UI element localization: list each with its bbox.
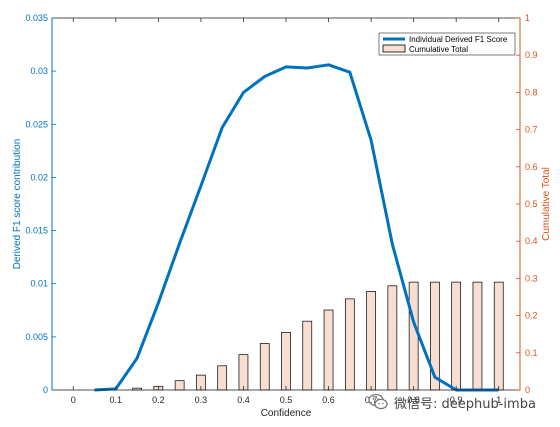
bar-4 bbox=[217, 365, 228, 391]
right-y-tick-label: 0.2 bbox=[525, 311, 538, 321]
legend-swatch-bar bbox=[382, 44, 406, 53]
right-y-tick-label: 0 bbox=[525, 385, 530, 395]
right-y-axis-label: Cumulative Total bbox=[541, 167, 552, 241]
right-y-tick-label: 1 bbox=[525, 13, 530, 23]
legend-entry-cumulative-total: Cumulative Total bbox=[409, 45, 468, 54]
bar-15 bbox=[451, 281, 462, 391]
x-tick-label: 0.7 bbox=[365, 395, 378, 405]
left-y-tick-label: 0.02 bbox=[30, 172, 48, 182]
bar-12 bbox=[387, 285, 398, 391]
left-y-tick-label: 0.005 bbox=[25, 332, 48, 342]
bar-16 bbox=[472, 281, 483, 391]
bar-2 bbox=[174, 380, 185, 391]
left-y-tick-label: 0.01 bbox=[30, 279, 48, 289]
x-tick-label: 0.2 bbox=[152, 395, 165, 405]
left-y-tick-label: 0.015 bbox=[25, 226, 48, 236]
wechat-icon bbox=[368, 393, 388, 410]
right-y-tick-label: 0.5 bbox=[525, 199, 538, 209]
right-y-tick-label: 0.1 bbox=[525, 348, 538, 358]
bar-10 bbox=[344, 298, 355, 391]
left-y-axis-label: Derived F1 score contribution bbox=[12, 139, 23, 270]
legend: Individual Derived F1 Score Cumulative T… bbox=[378, 32, 516, 56]
x-tick-label: 0.4 bbox=[237, 395, 250, 405]
right-y-tick-label: 0.3 bbox=[525, 273, 538, 283]
x-tick-label: 0.5 bbox=[280, 395, 293, 405]
left-y-tick-label: 0 bbox=[43, 385, 48, 395]
x-tick-label: 0.3 bbox=[195, 395, 208, 405]
x-axis: 0 0.1 0.2 0.3 0.4 0.5 0.6 0.7 0.8 0.9 1 bbox=[71, 18, 501, 405]
bar-6 bbox=[259, 343, 270, 391]
left-y-tick-label: 0.03 bbox=[30, 66, 48, 76]
watermark: 微信号: deephub-imba bbox=[368, 391, 536, 413]
right-y-tick-label: 0.6 bbox=[525, 162, 538, 172]
bar-8 bbox=[302, 320, 313, 391]
right-y-tick-label: 0.7 bbox=[525, 125, 538, 135]
line-series-individual-f1 bbox=[94, 63, 499, 392]
bar-5 bbox=[238, 354, 249, 391]
x-tick-label: 0.6 bbox=[322, 395, 335, 405]
watermark-text: 微信号: deephub-imba bbox=[394, 396, 536, 412]
bar-9 bbox=[323, 309, 334, 391]
left-y-tick-label: 0.035 bbox=[25, 13, 48, 23]
right-y-tick-label: 0.8 bbox=[525, 87, 538, 97]
bar-7 bbox=[281, 331, 291, 391]
x-tick-label: 0.8 bbox=[407, 395, 420, 405]
right-y-tick-label: 0.9 bbox=[525, 50, 538, 60]
bar-13 bbox=[408, 281, 419, 391]
x-axis-label: Confidence bbox=[261, 408, 312, 419]
left-y-axis: 0 0.005 0.01 0.015 0.02 0.025 0.03 0.035 bbox=[25, 13, 56, 395]
x-tick-label: 0 bbox=[71, 395, 76, 405]
bar-11 bbox=[366, 291, 376, 391]
right-y-tick-label: 0.4 bbox=[525, 236, 538, 246]
left-y-tick-label: 0.025 bbox=[25, 119, 48, 129]
legend-box bbox=[378, 32, 516, 56]
legend-entry-individual-f1: Individual Derived F1 Score bbox=[409, 35, 508, 44]
right-y-axis: 0 0.1 0.2 0.3 0.4 0.5 0.6 0.7 0.8 0.9 1 bbox=[516, 13, 538, 395]
x-tick-label: 1 bbox=[496, 395, 501, 405]
x-tick-label: 0.9 bbox=[450, 395, 463, 405]
bar-17 bbox=[493, 281, 504, 391]
x-tick-label: 0.1 bbox=[110, 395, 123, 405]
bar-series bbox=[132, 281, 504, 391]
